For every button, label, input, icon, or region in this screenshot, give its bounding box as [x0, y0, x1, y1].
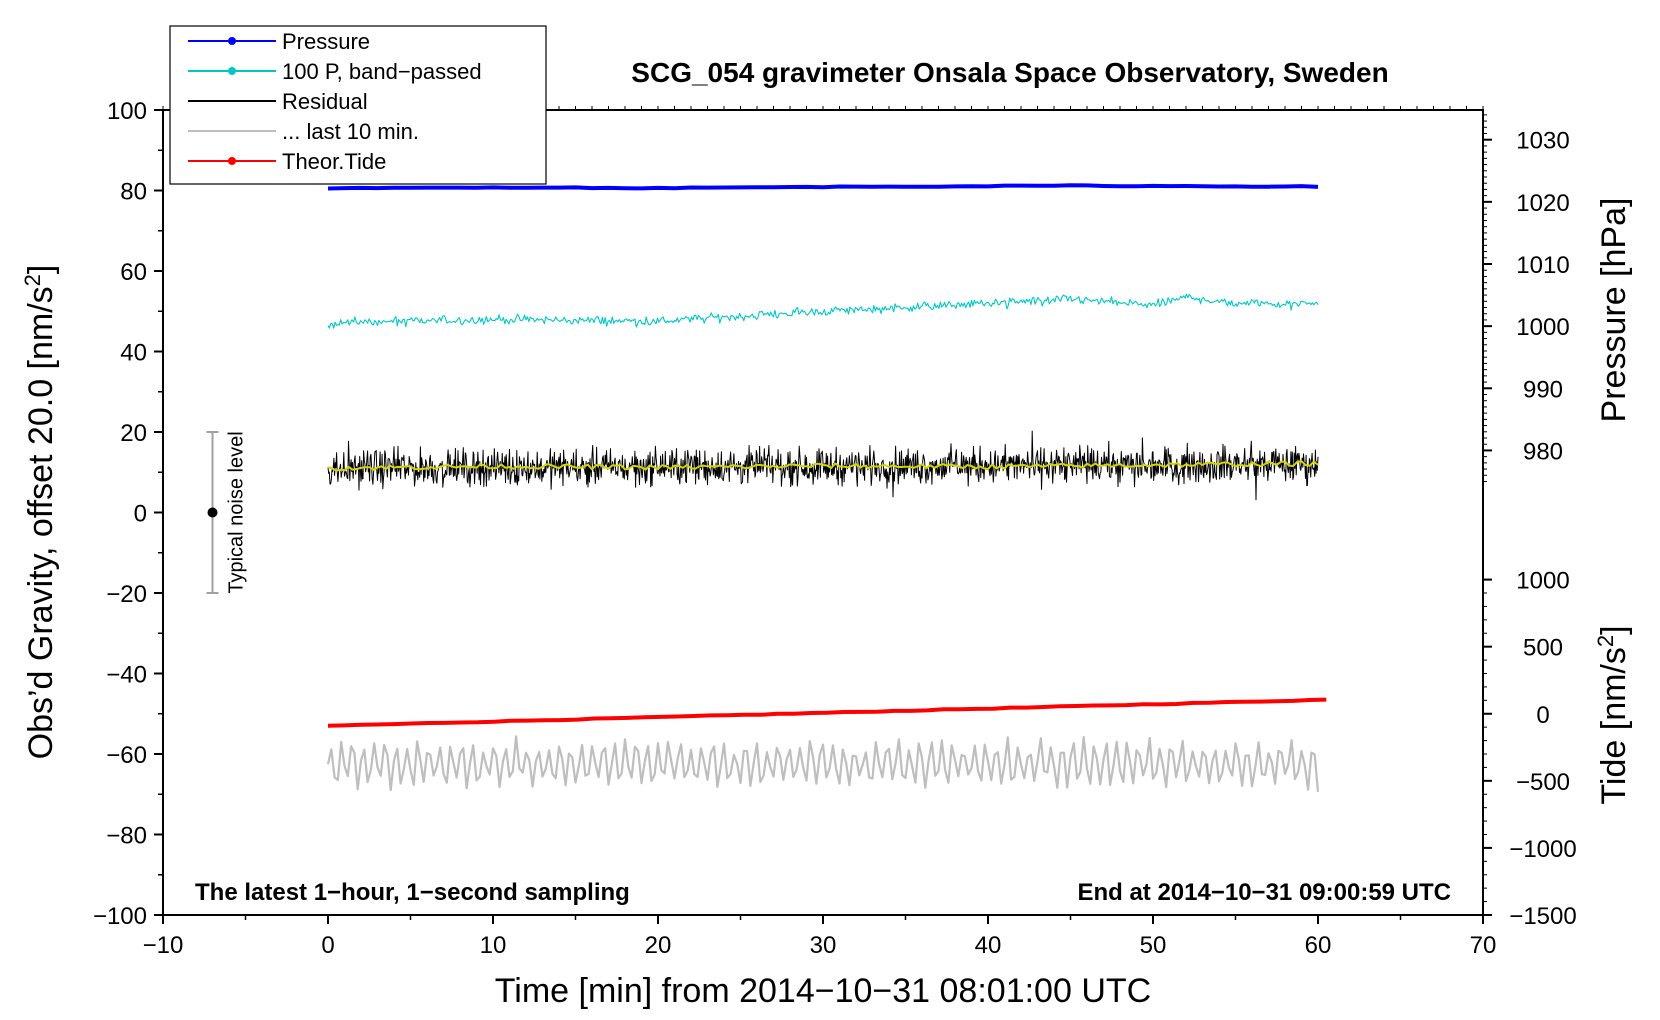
- series-pressure: [327, 183, 1319, 191]
- legend-items: Pressure 100 P, band−passed Residual ... la…: [188, 29, 482, 174]
- series-layer: [326, 183, 1327, 792]
- y-axis-left: −100 −80 −60 −40 −20 0 20 40 60 80 100: [93, 98, 163, 930]
- y-axis-right-tide: −1500 −1000 −500 0 500 1000: [1483, 568, 1577, 930]
- pressure-axis-label: Pressure [hPa]: [1595, 198, 1633, 423]
- tide-tick-label: 1000: [1516, 568, 1569, 595]
- y-tick-label: 0: [134, 501, 147, 528]
- legend-marker: [228, 67, 236, 75]
- tide-axis-label-end: ]: [1595, 625, 1633, 634]
- y-tick-label: 100: [107, 98, 147, 125]
- y-axis-left-label-text: Obs’d Gravity, offset 20.0 [nm/s: [22, 286, 60, 759]
- tide-axis-label: Tide [nm/s2]: [1593, 625, 1634, 804]
- legend-label: Residual: [282, 89, 368, 114]
- plot-frame: [162, 109, 1484, 916]
- chart-title: SCG_054 gravimeter Onsala Space Observat…: [631, 57, 1388, 88]
- y-tick-label: −20: [106, 581, 147, 608]
- x-tick-label: 0: [321, 932, 334, 959]
- tide-axis-label-sup: 2: [1593, 635, 1618, 647]
- pressure-tick-label: 1000: [1516, 314, 1569, 341]
- x-tick-label: 50: [1140, 932, 1167, 959]
- x-tick-label: 10: [480, 932, 507, 959]
- y-axis-right-pressure: 980 990 1000 1010 1020 1030: [1483, 114, 1570, 483]
- tide-tick-label: 0: [1536, 702, 1549, 729]
- legend-label: Theor.Tide: [282, 149, 386, 174]
- pressure-tick-label: 980: [1523, 438, 1563, 465]
- legend-label: ... last 10 min.: [282, 119, 419, 144]
- x-axis: −10 0 10 20 30 40 50 60 70: [143, 915, 1497, 959]
- series-residual: [327, 430, 1319, 501]
- y-axis-left-label: Obs’d Gravity, offset 20.0 [nm/s2]: [20, 265, 61, 760]
- noise-center-dot: [207, 507, 218, 518]
- pressure-tick-label: 990: [1523, 376, 1563, 403]
- tide-tick-label: −1500: [1509, 903, 1576, 930]
- legend-marker: [228, 37, 236, 45]
- y-axis-left-label-end: ]: [22, 265, 60, 274]
- tide-axis-label-text: Tide [nm/s: [1595, 647, 1633, 804]
- tide-tick-label: −500: [1516, 769, 1570, 796]
- y-axis-left-label-sup: 2: [20, 274, 45, 286]
- y-tick-label: 40: [120, 340, 147, 367]
- y-tick-label: −100: [93, 903, 147, 930]
- x-tick-label: 40: [975, 932, 1002, 959]
- y-tick-label: 80: [120, 179, 147, 206]
- x-tick-label: 20: [645, 932, 672, 959]
- minor-ticks: [158, 106, 1484, 920]
- legend-label: 100 P, band−passed: [282, 59, 482, 84]
- legend-label: Pressure: [282, 29, 370, 54]
- x-tick-label: 70: [1470, 932, 1497, 959]
- x-tick-label: 60: [1305, 932, 1332, 959]
- y-tick-label: 60: [120, 259, 147, 286]
- annotation-sampling: The latest 1−hour, 1−second sampling: [195, 879, 630, 906]
- series-100-p-band-passed: [327, 293, 1319, 329]
- series-running-mean: [327, 460, 1319, 472]
- tide-tick-label: 500: [1523, 635, 1563, 662]
- x-axis-label: Time [min] from 2014−10−31 08:01:00 UTC: [495, 972, 1151, 1010]
- legend-marker: [228, 157, 236, 165]
- noise-indicator: Typical noise level: [206, 431, 248, 594]
- y-tick-label: 20: [120, 420, 147, 447]
- series-last-10-min: [326, 735, 1320, 792]
- pressure-tick-label: 1010: [1516, 252, 1569, 279]
- y-tick-label: −80: [106, 823, 147, 850]
- x-tick-label: 30: [810, 932, 837, 959]
- noise-label: Typical noise level: [226, 431, 248, 593]
- x-tick-label: −10: [143, 932, 184, 959]
- series-theor-tide: [327, 697, 1327, 728]
- pressure-tick-label: 1030: [1516, 128, 1569, 155]
- y-tick-label: −60: [106, 742, 147, 769]
- pressure-tick-label: 1020: [1516, 190, 1569, 217]
- annotation-end-time: End at 2014−10−31 09:00:59 UTC: [1077, 879, 1451, 906]
- legend: Pressure 100 P, band−passed Residual ... la…: [169, 25, 547, 185]
- tide-tick-label: −1000: [1509, 836, 1576, 863]
- y-tick-label: −40: [106, 662, 147, 689]
